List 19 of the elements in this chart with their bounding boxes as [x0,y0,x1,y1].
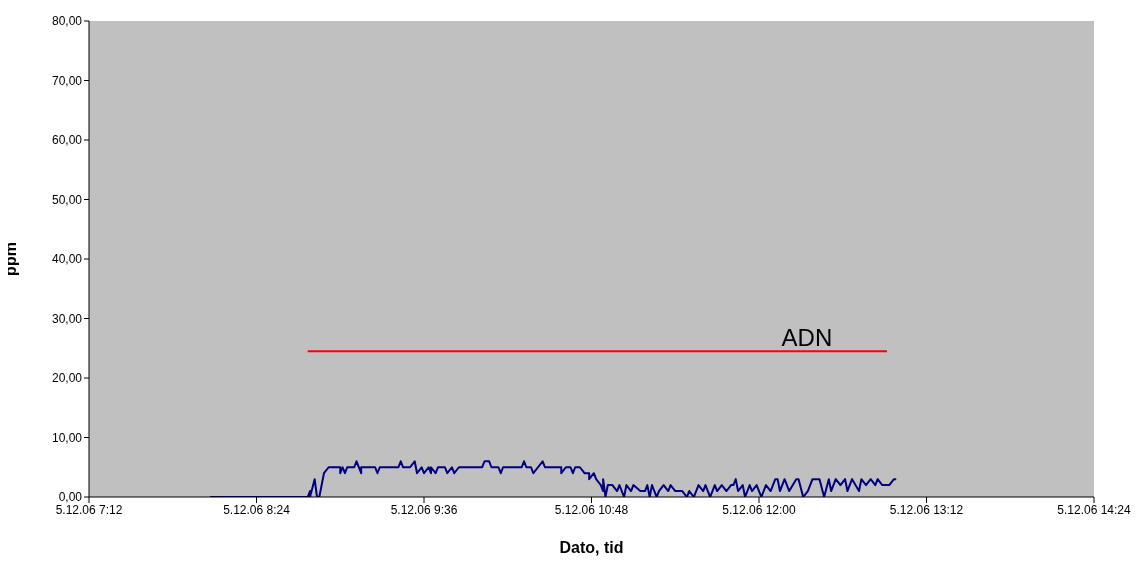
y-tick-label: 0,00 [58,490,83,505]
x-tick-label: 5.12.06 8:24 [223,502,291,517]
x-tick-label: 5.12.06 10:48 [554,502,629,517]
y-tick-label: 20,00 [51,371,83,386]
y-tick-label: 30,00 [51,311,83,326]
y-tick-label: 70,00 [51,73,83,88]
y-tick-label: 60,00 [51,133,83,148]
y-axis-title: ppm [1,242,19,276]
x-tick-label: 5.12.06 9:36 [390,502,458,517]
x-tick-label: 5.12.06 14:24 [1057,502,1132,517]
x-tick-label: 5.12.06 7:12 [55,502,123,517]
y-tick-label: 80,00 [51,14,83,29]
y-tick-label: 50,00 [51,192,83,207]
y-tick-label: 40,00 [51,252,83,267]
x-tick-label: 5.12.06 13:12 [889,502,964,517]
x-axis-title: Dato, tid [559,539,624,556]
y-tick-label: 10,00 [51,430,83,445]
x-tick-label: 5.12.06 12:00 [722,502,797,517]
series-label: ADN [781,324,833,352]
